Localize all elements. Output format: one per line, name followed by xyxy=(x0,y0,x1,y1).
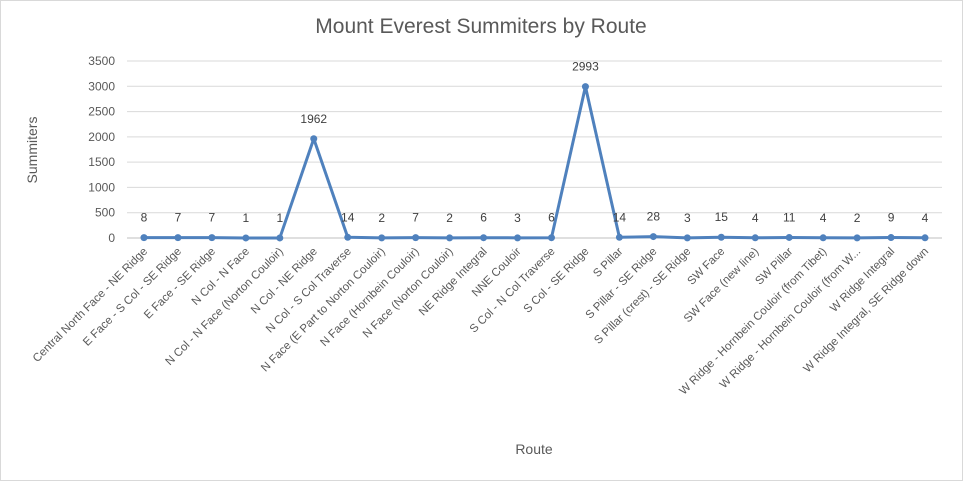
data-label: 4 xyxy=(820,211,827,225)
data-point xyxy=(785,233,793,241)
data-label: 7 xyxy=(412,211,419,225)
data-point xyxy=(446,234,454,242)
data-label: 3 xyxy=(514,211,521,225)
data-point xyxy=(615,233,623,241)
data-point xyxy=(276,234,284,242)
data-point xyxy=(480,234,488,242)
data-label: 4 xyxy=(922,211,929,225)
data-point xyxy=(581,83,589,91)
y-axis-ticks: 0 500 1000 1500 2000 2500 3000 3500 xyxy=(88,54,115,245)
y-tick-label: 500 xyxy=(95,206,115,220)
data-point xyxy=(242,234,250,242)
x-axis-title: Route xyxy=(515,441,553,457)
data-point xyxy=(887,234,895,242)
data-point xyxy=(683,234,691,242)
y-tick-label: 3500 xyxy=(88,54,115,68)
data-label: 3 xyxy=(684,211,691,225)
data-label: 7 xyxy=(175,211,182,225)
data-label: 4 xyxy=(752,211,759,225)
y-tick-label: 2500 xyxy=(88,105,115,119)
data-point xyxy=(378,234,386,242)
data-point xyxy=(140,234,148,242)
data-label: 1962 xyxy=(300,112,327,126)
data-point xyxy=(921,234,929,242)
data-point xyxy=(717,233,725,241)
chart-title: Mount Everest Summiters by Route xyxy=(315,15,646,38)
data-label: 28 xyxy=(647,210,661,224)
y-axis-title: Summiters xyxy=(24,117,40,184)
data-label: 14 xyxy=(341,210,355,224)
data-label: 14 xyxy=(613,210,627,224)
data-label: 1 xyxy=(276,211,283,225)
data-label: 2 xyxy=(854,211,861,225)
data-point xyxy=(344,233,352,241)
data-label: 1 xyxy=(243,211,250,225)
data-point xyxy=(853,234,861,242)
data-label: 11 xyxy=(783,210,796,224)
y-tick-label: 3000 xyxy=(88,79,115,93)
series-line xyxy=(143,85,926,240)
data-point xyxy=(514,234,522,242)
data-label: 6 xyxy=(548,211,555,225)
data-label: 2 xyxy=(446,211,453,225)
data-point xyxy=(174,234,182,242)
data-label: 7 xyxy=(209,211,216,225)
series-summiters xyxy=(140,83,929,242)
y-tick-label: 1500 xyxy=(88,155,115,169)
y-tick-label: 0 xyxy=(108,231,115,245)
data-label: 2993 xyxy=(572,60,599,74)
y-tick-label: 2000 xyxy=(88,130,115,144)
data-point xyxy=(310,135,318,143)
data-point xyxy=(649,233,657,241)
data-point xyxy=(819,234,827,242)
data-label: 6 xyxy=(480,211,487,225)
data-label: 8 xyxy=(141,211,148,225)
data-label: 9 xyxy=(888,211,895,225)
y-tick-label: 1000 xyxy=(88,180,115,194)
data-label: 15 xyxy=(715,210,729,224)
data-point xyxy=(751,234,759,242)
data-point xyxy=(547,234,555,242)
data-point xyxy=(208,234,216,242)
data-label: 2 xyxy=(378,211,385,225)
data-point xyxy=(412,234,420,242)
